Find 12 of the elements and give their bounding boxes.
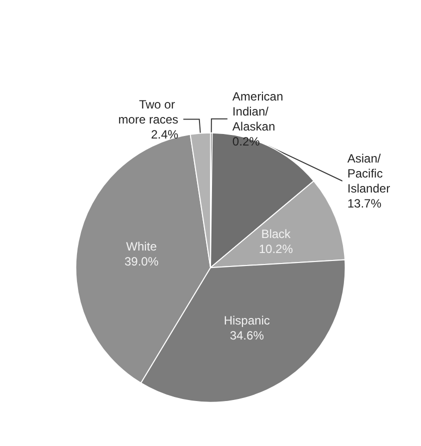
data-label: 39.0%: [124, 254, 159, 268]
data-label: 10.2%: [258, 242, 294, 256]
slice-label: Black: [261, 227, 292, 242]
data-label: 13.7%: [347, 196, 382, 210]
slice-label: Hispanic: [224, 313, 270, 328]
data-label: 0.2%: [232, 134, 260, 148]
data-label: 2.4%: [150, 127, 179, 142]
slice-label: White: [126, 239, 158, 254]
slice-label: Two or more races: [118, 97, 178, 126]
data-label: 34.6%: [230, 328, 264, 342]
slice-label: Asian/ Pacific Islander: [347, 151, 390, 196]
slice-label: American Indian/ Alaskan: [232, 89, 286, 134]
